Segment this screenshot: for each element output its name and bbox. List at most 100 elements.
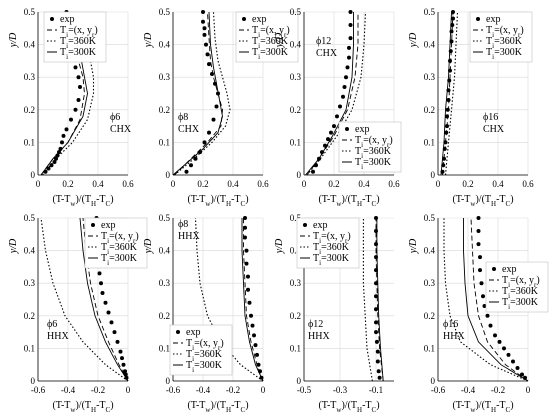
x-tick-label: 0.2 xyxy=(197,179,208,189)
y-tick-label: 0.3 xyxy=(290,72,302,82)
legend-label: exp xyxy=(502,264,516,275)
legend-box xyxy=(169,324,233,376)
exp-point xyxy=(476,242,481,247)
legend-label: Ti=300K xyxy=(101,253,138,267)
exp-point xyxy=(478,268,482,273)
legend-box xyxy=(338,121,402,173)
y-tick-label: 0 xyxy=(31,376,36,386)
exp-point xyxy=(202,140,207,145)
legend-label: Ti=300K xyxy=(486,47,523,61)
exp-point xyxy=(374,320,378,325)
y-axis-label: y/D xyxy=(274,32,285,48)
legend-label: Ti=(x, yr) xyxy=(486,25,524,39)
exp-point xyxy=(342,84,347,89)
legend-marker xyxy=(303,223,307,227)
y-tick-label: 0.1 xyxy=(290,343,301,353)
exp-point xyxy=(448,58,452,63)
legend-label: Ti=300K xyxy=(502,297,539,311)
legend-label: Ti=(x, yr) xyxy=(252,25,290,39)
exp-point xyxy=(49,163,54,168)
y-tick-label: 0.1 xyxy=(159,137,170,147)
exp-point xyxy=(481,294,485,299)
panel-5: 0 0.1 0.2 0.3 0.4 0.5 -0.6 -0.4 -0.2 0 y/D (T-Tw)/(… xyxy=(8,213,148,414)
x-tick-label: -0.2 xyxy=(226,385,240,395)
x-tick-label: -0.6 xyxy=(166,385,181,395)
legend-label: exp xyxy=(355,124,369,135)
y-tick-label: 0.2 xyxy=(290,105,301,115)
y-tick-label: 0.5 xyxy=(424,213,436,223)
exp-point xyxy=(184,169,189,174)
x-tick-label: -0.6 xyxy=(31,385,46,395)
exp-point xyxy=(202,26,207,31)
x-tick-label: 0.6 xyxy=(388,179,400,189)
legend-box xyxy=(84,217,148,269)
exp-point xyxy=(345,65,350,70)
y-axis-label: y/D xyxy=(8,238,19,254)
y-tick-label: 0.3 xyxy=(290,278,302,288)
exp-point xyxy=(244,261,249,266)
legend-label: exp xyxy=(486,14,500,25)
y-axis-label: y/D xyxy=(408,32,419,48)
exp-point xyxy=(106,310,111,315)
y-tick-label: 0.5 xyxy=(159,7,171,17)
y-tick-label: 0.5 xyxy=(24,7,36,17)
exp-point xyxy=(112,330,117,335)
legend-label: Ti=(x, yr) xyxy=(355,135,393,149)
y-tick-label: 0.2 xyxy=(24,105,35,115)
x-tick-label: 0.6 xyxy=(257,179,269,189)
panel-annotation: ϕ16 xyxy=(443,319,458,330)
legend-marker xyxy=(50,17,54,21)
exp-point xyxy=(211,117,216,122)
y-tick-label: 0.1 xyxy=(24,137,35,147)
x-axis-label: (T-Tw)/(TH-TC) xyxy=(187,194,248,208)
legend-label: Ti=300K xyxy=(355,157,392,171)
legend-label: Ti=360K xyxy=(101,242,138,256)
legend-marker xyxy=(242,17,246,21)
exp-point xyxy=(476,216,481,220)
exp-point xyxy=(332,124,336,129)
y-tick-label: 0.1 xyxy=(24,343,35,353)
x-tick-label: 0.6 xyxy=(122,179,134,189)
legend-label: exp xyxy=(101,220,115,231)
exp-point xyxy=(115,339,120,344)
y-tick-label: 0.5 xyxy=(290,213,302,223)
y-tick-label: 0.5 xyxy=(24,213,36,223)
exp-point xyxy=(326,137,330,142)
legend-label: Ti=300K xyxy=(252,47,289,61)
x-tick-label: 0.2 xyxy=(462,179,473,189)
x-axis-label: (T-Tw)/(TH-TC) xyxy=(318,194,379,208)
exp-point xyxy=(246,287,250,292)
exp-point xyxy=(377,375,382,380)
x-tick-label: 0 xyxy=(261,385,266,395)
y-tick-label: 0.4 xyxy=(424,40,436,50)
exp-point xyxy=(374,307,378,312)
exp-point xyxy=(201,19,205,24)
exp-point xyxy=(479,281,484,286)
exp-point xyxy=(109,320,114,325)
series-line-solid xyxy=(463,218,529,382)
panel-1: 0 0.1 0.2 0.3 0.4 0.5 0 0.2 0.4 0.6 y/D (T-Tw)/(TH-… xyxy=(8,7,134,208)
exp-point xyxy=(243,216,247,220)
legend-label: Ti=(x, yr) xyxy=(502,275,540,289)
exp-point xyxy=(123,369,127,374)
exp-point xyxy=(502,346,506,351)
series-line-solid xyxy=(172,11,223,176)
legend-box xyxy=(296,217,360,269)
series-line-dot xyxy=(443,218,529,382)
x-tick-label: 0 xyxy=(126,385,131,395)
exp-point xyxy=(247,300,252,305)
x-tick-label: -0.4 xyxy=(196,385,211,395)
x-tick-label: -0.1 xyxy=(369,385,383,395)
exp-point xyxy=(204,42,208,47)
exp-point xyxy=(243,225,247,230)
exp-point xyxy=(476,229,481,234)
panel-annotation: ϕ8 xyxy=(178,112,188,123)
series-line-dash xyxy=(470,217,529,382)
y-tick-label: 0.2 xyxy=(424,311,435,321)
exp-point xyxy=(252,333,256,338)
x-axis-label: (T-Tw)/(TH-TC) xyxy=(318,400,379,414)
exp-point xyxy=(189,163,193,168)
